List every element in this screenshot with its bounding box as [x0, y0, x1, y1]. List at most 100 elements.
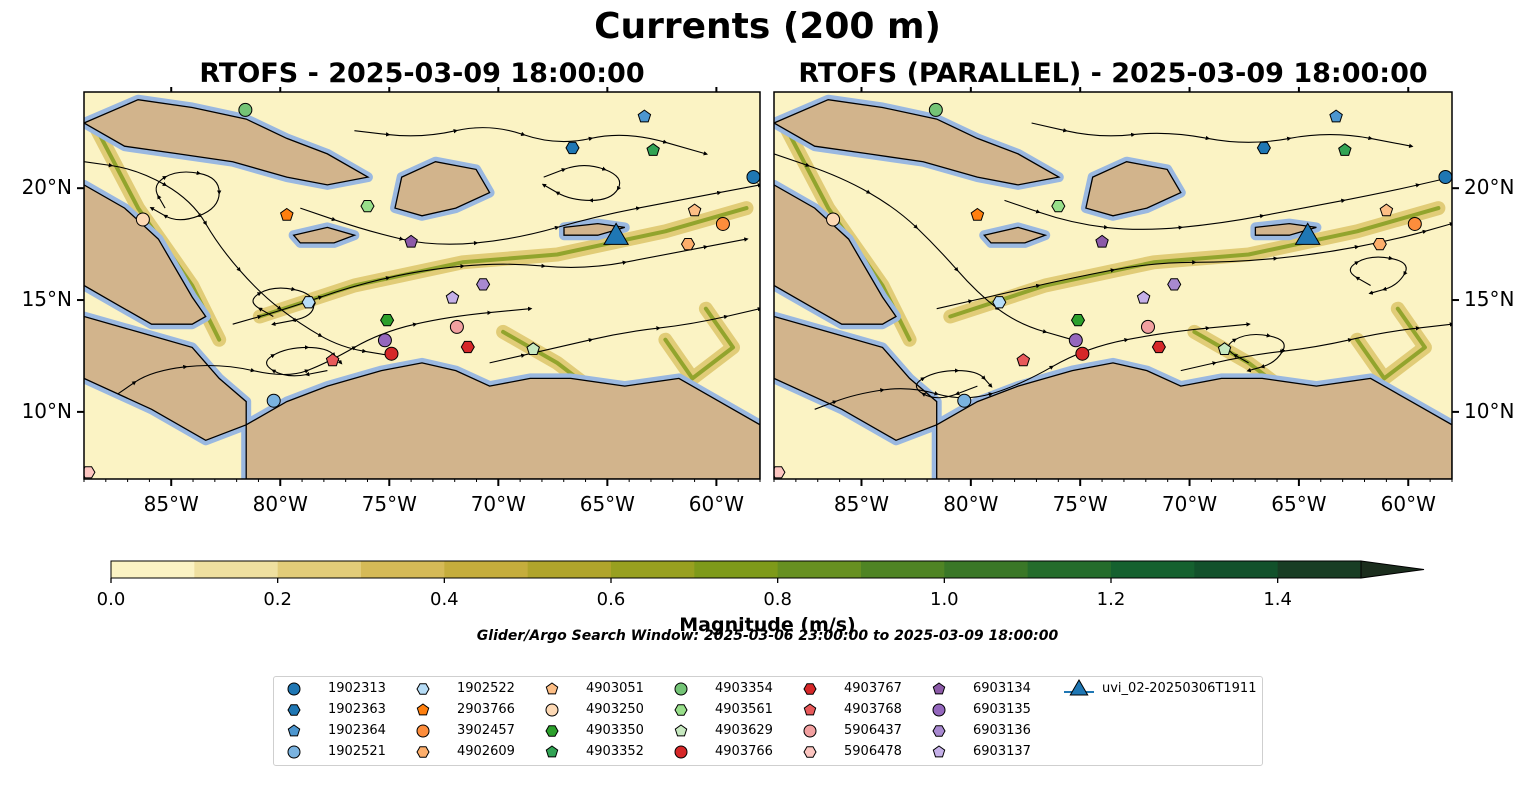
- legend-marker-shape: [287, 704, 301, 716]
- obs-marker-1902522: [992, 296, 1007, 309]
- y-tick-label: 15°N: [21, 287, 72, 312]
- legend-marker-icon: [287, 682, 301, 696]
- legend-marker-icon: [416, 683, 430, 695]
- streamline: [1004, 175, 1452, 230]
- colorbar-segment: [277, 561, 362, 578]
- legend-label: 5906437: [844, 723, 902, 738]
- colorbar-segment: [444, 561, 529, 578]
- legend-marker-icon: [416, 746, 430, 758]
- obs-marker-2903766: [280, 207, 294, 221]
- colorbar-tick-label: 0.6: [596, 589, 626, 610]
- legend-triangle-marker: [1069, 679, 1089, 696]
- legend-marker-shape: [932, 703, 946, 717]
- streamline: [774, 153, 1075, 342]
- obs-marker-5906478: [774, 466, 786, 479]
- streamline: [1349, 255, 1408, 295]
- legend-label: uvi_02-20250306T1911: [1102, 681, 1257, 696]
- colorbar-tick-label: 1.0: [930, 589, 959, 610]
- legend-marker-shape: [674, 682, 688, 696]
- legend-label: 1902522: [457, 681, 515, 696]
- obs-marker-4903354: [238, 102, 253, 117]
- obs-marker-4903767: [460, 340, 475, 354]
- obs-marker-4903051: [687, 203, 702, 217]
- x-tick-label: 80°W: [943, 492, 999, 516]
- legend-marker-icon: [674, 682, 688, 696]
- obs-marker-5906478: [84, 466, 96, 479]
- y-tick-label: 10°N: [1464, 398, 1515, 423]
- obs-marker-4903350: [380, 314, 395, 327]
- streamline: [936, 222, 1452, 310]
- colorbar-segment: [194, 561, 279, 578]
- legend-marker-icon: [287, 724, 301, 737]
- obs-marker-6903137: [445, 290, 460, 304]
- legend-marker-shape: [416, 746, 430, 758]
- legend-marker-icon: [416, 703, 430, 716]
- colorbar-segment: [1277, 561, 1362, 578]
- legend-marker-icon: [545, 745, 559, 758]
- streamline: [300, 183, 760, 246]
- colorbar-segment: [861, 561, 945, 578]
- legend-label: 3902457: [457, 723, 515, 738]
- obs-marker-6903137: [1136, 290, 1151, 304]
- obs-marker-4903354: [928, 102, 943, 117]
- obs-marker-4903629: [1217, 342, 1232, 355]
- obs-marker-4903250: [826, 212, 841, 227]
- colorbar-segment: [527, 561, 612, 578]
- x-tick-label: 80°W: [252, 492, 308, 516]
- legend-marker-icon: [674, 704, 688, 716]
- colorbar-tick-label: 1.4: [1263, 589, 1292, 610]
- legend-marker-icon: [545, 682, 559, 695]
- legend-marker-shape: [416, 724, 430, 738]
- obs-marker-1902521: [266, 393, 281, 408]
- x-tick-label: 60°W: [688, 492, 744, 516]
- figure-title: Currents (200 m): [594, 6, 941, 47]
- legend-marker-icon: [287, 745, 301, 759]
- colorbar-frame: [110, 560, 1362, 579]
- legend-label: 6903137: [973, 744, 1031, 759]
- legend-marker-shape: [674, 704, 688, 716]
- colorbar-segment: [361, 561, 445, 578]
- colorbar-segment: [1194, 561, 1279, 578]
- obs-marker-4902609: [680, 238, 696, 251]
- legend-marker-shape: [674, 724, 688, 737]
- obs-marker-6903135: [377, 333, 392, 348]
- legend-label: 4902609: [457, 744, 515, 759]
- legend-label: 6903134: [973, 681, 1031, 696]
- legend-marker-shape: [545, 682, 559, 695]
- legend-marker-shape: [803, 683, 817, 695]
- colorbar-segment: [111, 561, 195, 578]
- obs-marker-4903352: [1338, 143, 1352, 156]
- y-tick-label: 10°N: [21, 398, 72, 423]
- x-tick-label: 70°W: [1161, 492, 1218, 516]
- streamline: [149, 170, 222, 221]
- streamline: [266, 345, 343, 377]
- colorbar-tick-label: 0.0: [96, 589, 126, 610]
- obs-marker-1902363: [565, 141, 580, 155]
- legend-marker-shape: [803, 746, 817, 758]
- colorbar: [110, 560, 1425, 583]
- y-tick-label: 15°N: [1464, 287, 1515, 312]
- map-frame: [83, 91, 761, 480]
- legend-label: 4903767: [844, 681, 902, 696]
- legend-marker-shape: [287, 724, 301, 737]
- x-tick-label: 75°W: [1052, 492, 1108, 516]
- obs-marker-6903134: [404, 234, 418, 248]
- obs-marker-4903051: [1379, 203, 1394, 217]
- streamline: [354, 127, 709, 156]
- legend-marker-shape: [287, 745, 301, 759]
- colorbar-segment: [1027, 561, 1112, 578]
- legend-marker-shape: [416, 683, 430, 695]
- legend-label: 4903766: [715, 744, 773, 759]
- legend-marker-icon: [545, 703, 559, 717]
- legend-marker-shape: [416, 703, 430, 716]
- streamline: [1227, 333, 1286, 373]
- obs-marker-5906437: [1140, 319, 1155, 334]
- obs-marker-4903629: [526, 342, 540, 355]
- map-panel-rtofs-parallel: [773, 87, 1459, 486]
- obs-marker-6903134: [1095, 234, 1109, 248]
- streamline: [252, 286, 317, 326]
- colorbar-segment: [777, 561, 862, 578]
- legend-label: 4903350: [586, 723, 644, 738]
- obs-marker-1902363: [1256, 141, 1271, 155]
